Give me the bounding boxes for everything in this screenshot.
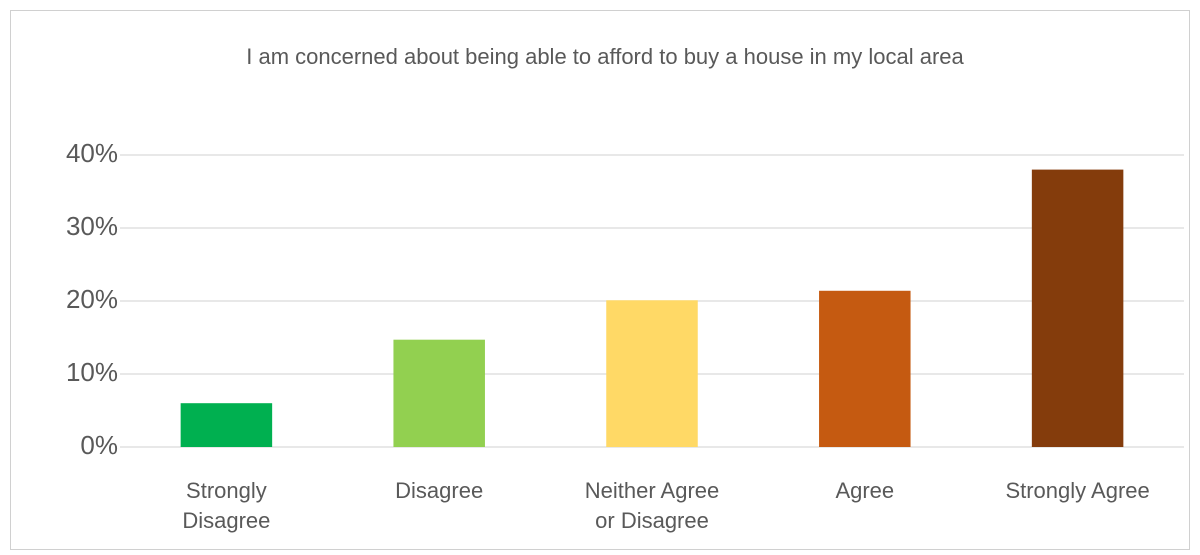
x-tick-label: Neither Agree or Disagree	[584, 478, 720, 533]
bar	[1031, 169, 1124, 447]
y-tick-label: 40%	[66, 138, 118, 168]
chart-frame	[10, 10, 1190, 550]
x-tick-label: Disagree	[395, 478, 484, 503]
bar	[180, 403, 273, 447]
x-tick-label: Strongly Agree	[1005, 478, 1150, 503]
y-tick-label: 30%	[66, 211, 118, 241]
bar	[393, 339, 485, 447]
y-tick-label: 0%	[80, 430, 118, 460]
bar	[819, 290, 911, 447]
y-tick-label: 10%	[66, 357, 118, 387]
x-tick-label: Strongly Disagree	[182, 478, 271, 533]
y-tick-label: 20%	[66, 284, 118, 314]
x-tick-label: Agree	[835, 478, 895, 503]
chart-title: I am concerned about being able to affor…	[246, 44, 964, 69]
bar	[606, 300, 698, 447]
